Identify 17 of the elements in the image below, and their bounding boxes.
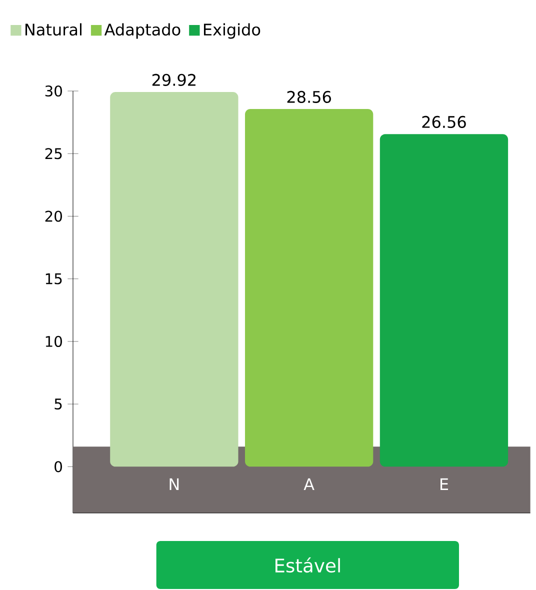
- x-tick-label: N: [170, 478, 179, 490]
- y-tick-label: 0: [54, 461, 62, 472]
- y-tick-label: 25: [45, 148, 62, 160]
- legend-label: Adaptado: [104, 23, 180, 39]
- data-label: 28.56: [287, 90, 331, 103]
- y-tick-label: 30: [45, 85, 62, 97]
- x-tick-label: A: [304, 478, 314, 490]
- text: Estável: [276, 557, 340, 573]
- y-tick-label: 5: [54, 398, 62, 410]
- x-tick-label: E: [440, 478, 448, 490]
- data-label: 26.56: [422, 116, 466, 128]
- data-label: 29.92: [152, 74, 196, 86]
- legend-label: Natural: [26, 23, 82, 36]
- y-tick-label: 15: [46, 273, 62, 284]
- y-tick-label: 10: [46, 336, 62, 347]
- legend-label: Exigido: [204, 23, 260, 39]
- y-tick-label: 20: [45, 210, 62, 222]
